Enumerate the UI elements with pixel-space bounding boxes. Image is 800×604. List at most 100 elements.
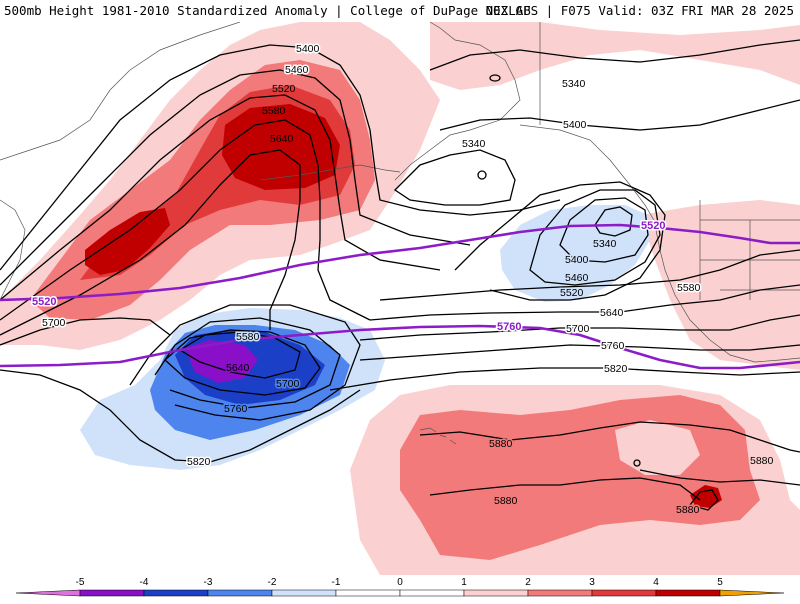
colorbar-tick-3: 3 bbox=[589, 577, 595, 588]
contour-5400-north bbox=[0, 44, 561, 271]
label-5880-d: 5880 bbox=[676, 504, 700, 516]
contour-5640-north bbox=[0, 149, 301, 336]
purple-contours bbox=[0, 223, 800, 370]
colorbar-tick-2: 2 bbox=[525, 577, 531, 588]
label-5820-mid: 5820 bbox=[187, 456, 211, 468]
map-header: 500mb Height 1981-2010 Standardized Anom… bbox=[0, 0, 800, 22]
colorbar-tick-m1: -1 bbox=[332, 577, 341, 588]
label-5640-top: 5640 bbox=[270, 133, 294, 145]
contour-5400-low bbox=[559, 197, 649, 263]
label-5640-mid: 5640 bbox=[226, 362, 250, 374]
contour-5880-a bbox=[419, 421, 800, 453]
colorbar-swatch-neg2 bbox=[207, 589, 273, 597]
label-5880-a: 5880 bbox=[489, 438, 513, 450]
coastlines bbox=[0, 22, 800, 445]
contour-5340-low bbox=[594, 206, 633, 237]
anomaly-fill-pos1-south-hole bbox=[615, 420, 700, 475]
map-title: 500mb Height 1981-2010 Standardized Anom… bbox=[4, 3, 531, 18]
contour-5580-right bbox=[379, 249, 800, 301]
colorbar-tick-m3: -3 bbox=[204, 577, 213, 588]
purple-contour-5520 bbox=[0, 223, 800, 302]
label-5460-low: 5460 bbox=[565, 272, 589, 284]
label-5700-mid: 5700 bbox=[276, 378, 300, 390]
label-5700-right: 5700 bbox=[566, 323, 590, 335]
colorbar-swatch-neg4 bbox=[79, 589, 145, 597]
label-5880-c: 5880 bbox=[750, 455, 774, 467]
anomaly-fill-pos4-south bbox=[690, 485, 722, 508]
colorbar-tick-1: 1 bbox=[461, 577, 467, 588]
colorbar-swatch-pos3 bbox=[591, 589, 657, 597]
contour-5640-right bbox=[369, 284, 800, 321]
label-purple-5520-left: 5520 bbox=[32, 296, 56, 308]
anomaly-fill-pos4-north-a bbox=[222, 104, 340, 190]
alaska-coast bbox=[394, 22, 521, 181]
colorbar-swatches bbox=[15, 589, 785, 597]
label-5700-left: 5700 bbox=[42, 317, 66, 329]
contour-5400-ne bbox=[439, 99, 800, 131]
label-5400-low: 5400 bbox=[565, 254, 589, 266]
bc-coast bbox=[519, 124, 656, 223]
contour-5340-ak bbox=[393, 149, 516, 206]
anomaly-fill-neg4-central bbox=[185, 340, 258, 383]
colorbar-swatch-neutral-a bbox=[335, 589, 401, 597]
contour-small-circle-ne bbox=[489, 74, 501, 82]
label-purple-5760: 5760 bbox=[497, 321, 521, 333]
anomaly-fill-pos4-north-b bbox=[85, 208, 170, 275]
colorbar-swatch-pos1 bbox=[463, 589, 529, 597]
contour-5820-mid bbox=[0, 369, 361, 463]
model-run-info: 00Z GFS | F075 Valid: 03Z FRI MAR 28 202… bbox=[485, 3, 794, 18]
map-svg: 5400 5460 5520 5580 5640 5340 5400 5340 … bbox=[0, 22, 800, 575]
label-5400-ne: 5400 bbox=[563, 119, 587, 131]
contour-5520-north bbox=[0, 94, 441, 301]
russia-coast bbox=[0, 22, 241, 161]
label-5580-mid: 5580 bbox=[236, 331, 260, 343]
colorbar-tick-5: 5 bbox=[717, 577, 723, 588]
colorbar-svg: -5 -4 -3 -2 -1 0 1 2 3 4 5 bbox=[15, 577, 785, 597]
label-5400-top: 5400 bbox=[296, 43, 320, 55]
kamchatka-coast bbox=[0, 199, 26, 301]
anomaly-fill-pos1-ne bbox=[430, 22, 800, 90]
hawaii-islands bbox=[419, 427, 457, 445]
label-5520-low: 5520 bbox=[560, 287, 584, 299]
contour-5580-north bbox=[0, 119, 371, 321]
label-5640-right: 5640 bbox=[600, 307, 624, 319]
contour-5760-mid bbox=[129, 304, 361, 421]
colorbar-tick-m2: -2 bbox=[268, 577, 277, 588]
contour-5700-mid bbox=[154, 317, 341, 409]
contour-5460-north bbox=[0, 69, 471, 286]
label-5880-b: 5880 bbox=[494, 495, 518, 507]
colorbar-swatch-neg5 bbox=[15, 589, 81, 597]
purple-contour-labels: 5520 5520 5760 bbox=[31, 219, 667, 335]
colorbar-swatch-neutral-b bbox=[399, 589, 465, 597]
label-5580-top: 5580 bbox=[262, 105, 286, 117]
label-5520-top: 5520 bbox=[272, 83, 296, 95]
colorbar-tick-0: 0 bbox=[397, 577, 403, 588]
contour-small-circle-ak bbox=[477, 170, 487, 180]
contour-5460-low bbox=[529, 189, 661, 286]
weather-map[interactable]: 5400 5460 5520 5580 5640 5340 5400 5340 … bbox=[0, 22, 800, 575]
contour-5700-right bbox=[359, 314, 800, 341]
colorbar-swatch-neg3 bbox=[143, 589, 209, 597]
contour-5520-low bbox=[454, 181, 666, 301]
aleutian-chain bbox=[259, 164, 401, 181]
colorbar-tick-labels: -5 -4 -3 -2 -1 0 1 2 3 4 5 bbox=[76, 577, 724, 588]
contour-5880-d bbox=[688, 489, 719, 511]
contour-5340-ne bbox=[429, 39, 800, 71]
purple-contour-5760 bbox=[0, 324, 800, 370]
contour-5820-right bbox=[329, 367, 800, 391]
contour-5760-right bbox=[359, 344, 800, 361]
label-5580-right: 5580 bbox=[677, 282, 701, 294]
contour-small-circle-center bbox=[633, 459, 641, 467]
label-5820-right: 5820 bbox=[604, 363, 628, 375]
colorbar-tick-4: 4 bbox=[653, 577, 659, 588]
label-5340-low: 5340 bbox=[593, 238, 617, 250]
colorbar-tick-m5: -5 bbox=[76, 577, 85, 588]
label-5760-right: 5760 bbox=[601, 340, 625, 352]
contour-5580-mid bbox=[178, 331, 301, 379]
colorbar-swatch-pos2 bbox=[527, 589, 593, 597]
label-5340-ne: 5340 bbox=[562, 78, 586, 90]
label-5340-ak: 5340 bbox=[462, 138, 486, 150]
label-5760-mid: 5760 bbox=[224, 403, 248, 415]
contour-labels: 5400 5460 5520 5580 5640 5340 5400 5340 … bbox=[41, 42, 776, 518]
label-purple-5520-right: 5520 bbox=[641, 220, 665, 232]
